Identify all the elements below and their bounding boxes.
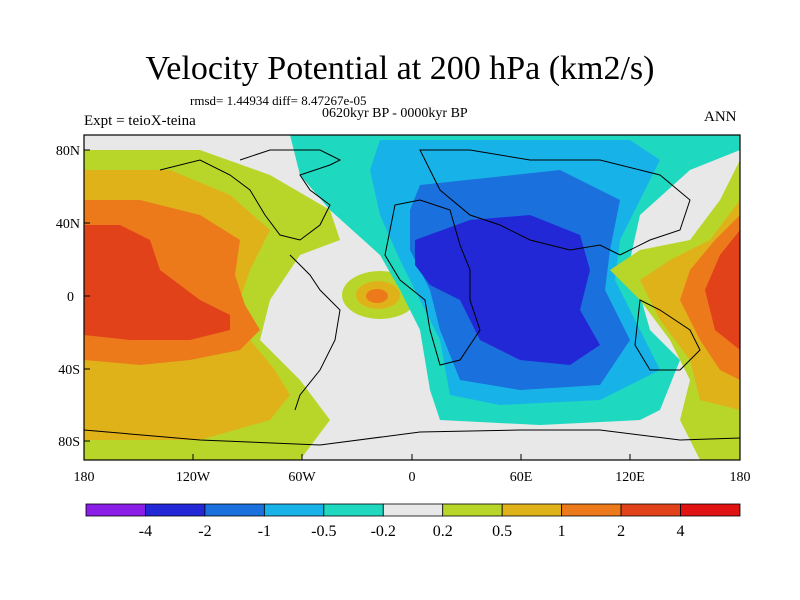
lat-axis: 80N 40N 0 40S 80S (56, 144, 90, 450)
lat-label-80s: 80S (58, 435, 80, 450)
lat-label-40n: 40N (56, 217, 80, 232)
lat-tick-0: 0 (67, 290, 90, 305)
lat-tick-40s: 40S (58, 363, 90, 378)
colorbar-swatch (680, 503, 741, 517)
lat-tick-80n: 80N (56, 144, 90, 159)
indian-deepblue-contour (415, 215, 600, 365)
time-period-label: 0620kyr BP - 0000kyr BP (322, 106, 468, 121)
lon-tick-180e: 180 (730, 454, 751, 485)
lon-tick-120w: 120W (176, 454, 211, 485)
lon-label-180-west: 180 (74, 470, 95, 485)
coastlines (84, 149, 740, 446)
pacific-red-contour (84, 225, 230, 340)
colorbar-label: -1 (258, 523, 271, 540)
experiment-label: Expt = teioX-teina (84, 113, 196, 129)
season-label: ANN (704, 109, 737, 125)
colorbar-label: -0.5 (311, 523, 336, 540)
colorbar-swatch (145, 503, 206, 517)
colorbar-label: -4 (139, 523, 152, 540)
colorbar-label: -0.2 (371, 523, 396, 540)
lat-tick-80s: 80S (58, 435, 90, 450)
colorbar-swatch (323, 503, 384, 517)
colorbar-label: 4 (677, 523, 685, 540)
colorbar-swatch (442, 503, 503, 517)
colorbar-swatch (204, 503, 265, 517)
lon-axis: 180 120W 60W 0 60E 120E 180 (74, 454, 751, 485)
colorbar-label: 0.2 (433, 523, 453, 540)
lat-tick-40n: 40N (56, 217, 90, 232)
lon-label-120e: 120E (615, 470, 645, 485)
rmsd-diff-stats: rmsd= 1.44934 diff= 8.47267e-05 (190, 93, 367, 108)
colorbar-swatch (263, 503, 325, 517)
lon-tick-60e: 60E (510, 454, 533, 485)
lat-label-0: 0 (67, 290, 74, 305)
colorbar-label: 0.5 (492, 523, 512, 540)
lat-label-40s: 40S (58, 363, 80, 378)
plot-title: Velocity Potential at 200 hPa (km2/s) (145, 50, 655, 87)
colorbar: -4 -2 -1 -0.5 -0.2 0.2 0.5 1 2 4 (85, 503, 741, 540)
lon-tick-120e: 120E (615, 454, 645, 485)
contour-field (84, 135, 740, 460)
colorbar-swatch (620, 503, 681, 517)
lon-label-120w: 120W (176, 470, 211, 485)
colorbar-swatch (382, 503, 444, 517)
colorbar-swatch (561, 503, 622, 517)
lon-label-180-east: 180 (730, 470, 751, 485)
colorbar-swatch (85, 503, 146, 517)
lon-tick-180w: 180 (74, 454, 95, 485)
colorbar-label: -2 (198, 523, 211, 540)
colorbar-swatch (501, 503, 563, 517)
westpac-red-contour (705, 230, 740, 350)
lon-tick-0: 0 (409, 454, 416, 485)
lon-tick-60w: 60W (288, 454, 316, 485)
colorbar-label: 2 (617, 523, 625, 540)
atlantic-orange-contour (366, 289, 388, 303)
lon-label-60e: 60E (510, 470, 533, 485)
lon-label-0: 0 (409, 470, 416, 485)
lon-label-60w: 60W (288, 470, 316, 485)
lat-label-80n: 80N (56, 144, 80, 159)
colorbar-label: 1 (558, 523, 566, 540)
